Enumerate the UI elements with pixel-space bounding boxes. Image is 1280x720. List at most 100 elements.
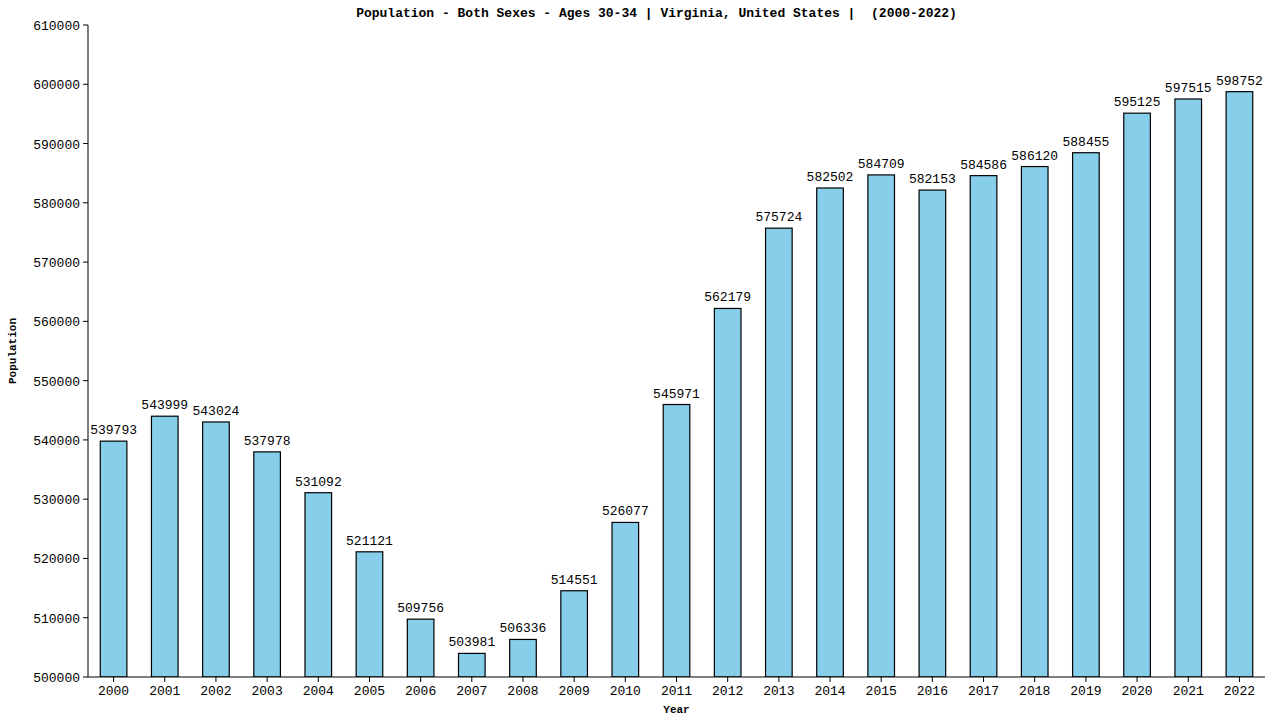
bar [151, 416, 178, 677]
bar [356, 552, 383, 677]
y-tick [83, 25, 88, 26]
x-tick [471, 677, 472, 682]
data-label: 584709 [858, 157, 905, 172]
x-tick [164, 677, 165, 682]
x-tick [574, 677, 575, 682]
y-tick [83, 499, 88, 500]
y-tick-label: 570000 [33, 256, 80, 271]
data-label: 543024 [193, 404, 240, 419]
x-tick [522, 677, 523, 682]
data-label: 514551 [551, 573, 598, 588]
data-label: 582502 [807, 170, 854, 185]
y-tick-label: 530000 [33, 493, 80, 508]
y-label: Population [7, 318, 19, 384]
x-tick [318, 677, 319, 682]
x-tick-label: 2004 [303, 684, 334, 699]
x-tick-label: 2011 [661, 684, 692, 699]
data-label: 521121 [346, 534, 393, 549]
data-label: 582153 [909, 172, 956, 187]
x-tick [881, 677, 882, 682]
y-tick-label: 510000 [33, 612, 80, 627]
y-tick [83, 677, 88, 678]
bar [1175, 99, 1202, 677]
x-tick [1188, 677, 1189, 682]
y-tick [83, 617, 88, 618]
bar [714, 308, 741, 677]
x-tick [676, 677, 677, 682]
x-tick [625, 677, 626, 682]
x-tick-label: 2019 [1070, 684, 1101, 699]
x-tick [267, 677, 268, 682]
y-tick [83, 202, 88, 203]
y-tick [83, 321, 88, 322]
x-tick-label: 2009 [559, 684, 590, 699]
x-tick [830, 677, 831, 682]
x-tick-label: 2017 [968, 684, 999, 699]
x-tick-label: 2014 [814, 684, 845, 699]
x-tick [932, 677, 933, 682]
bar [100, 441, 127, 677]
bar [407, 619, 434, 677]
x-tick-label: 2000 [98, 684, 129, 699]
bar [1021, 167, 1048, 677]
x-tick-label: 2018 [1019, 684, 1050, 699]
x-tick-label: 2002 [200, 684, 231, 699]
data-label: 584586 [960, 158, 1007, 173]
y-tick [83, 84, 88, 85]
data-label: 575724 [755, 210, 802, 225]
x-tick [420, 677, 421, 682]
data-label: 595125 [1114, 95, 1161, 110]
data-label: 531092 [295, 475, 342, 490]
y-tick-label: 550000 [33, 375, 80, 390]
x-tick-label: 2005 [354, 684, 385, 699]
x-tick [215, 677, 216, 682]
x-tick-label: 2007 [456, 684, 487, 699]
y-axis [88, 25, 89, 677]
data-label: 539793 [90, 423, 137, 438]
y-tick-label: 520000 [33, 552, 80, 567]
x-tick-label: 2010 [610, 684, 641, 699]
x-tick-label: 2021 [1173, 684, 1204, 699]
y-tick-label: 590000 [33, 138, 80, 153]
bar [305, 493, 332, 677]
x-tick [1034, 677, 1035, 682]
bar [561, 591, 588, 677]
y-tick-label: 500000 [33, 671, 80, 686]
y-tick-label: 560000 [33, 315, 80, 330]
bar [1124, 113, 1151, 677]
data-label: 545971 [653, 387, 700, 402]
x-tick-label: 2008 [507, 684, 538, 699]
x-tick-label: 2016 [917, 684, 948, 699]
data-label: 562179 [704, 290, 751, 305]
x-tick [1085, 677, 1086, 682]
x-label: Year [663, 704, 689, 716]
data-label: 537978 [244, 434, 291, 449]
bar [254, 452, 281, 677]
y-tick [83, 262, 88, 263]
bars [100, 92, 1252, 677]
x-tick-label: 2001 [149, 684, 180, 699]
bar [1226, 92, 1253, 677]
y-tick-label: 600000 [33, 78, 80, 93]
x-tick [369, 677, 370, 682]
x-tick-label: 2006 [405, 684, 436, 699]
data-label: 526077 [602, 504, 649, 519]
chart: Population - Both Sexes - Ages 30-34 | V… [0, 0, 1280, 720]
bar [1073, 153, 1100, 677]
bar [458, 653, 485, 677]
bar [817, 188, 844, 677]
bar [766, 228, 793, 677]
data-label: 506336 [500, 621, 547, 636]
y-tick [83, 143, 88, 144]
x-tick [1239, 677, 1240, 682]
x-tick-label: 2012 [712, 684, 743, 699]
x-tick [1137, 677, 1138, 682]
data-label: 586120 [1011, 149, 1058, 164]
x-tick [727, 677, 728, 682]
x-tick-label: 2022 [1224, 684, 1255, 699]
bar [510, 639, 537, 677]
x-tick-label: 2013 [763, 684, 794, 699]
x-tick-label: 2003 [251, 684, 282, 699]
data-label: 598752 [1216, 74, 1263, 89]
bar [612, 522, 639, 677]
